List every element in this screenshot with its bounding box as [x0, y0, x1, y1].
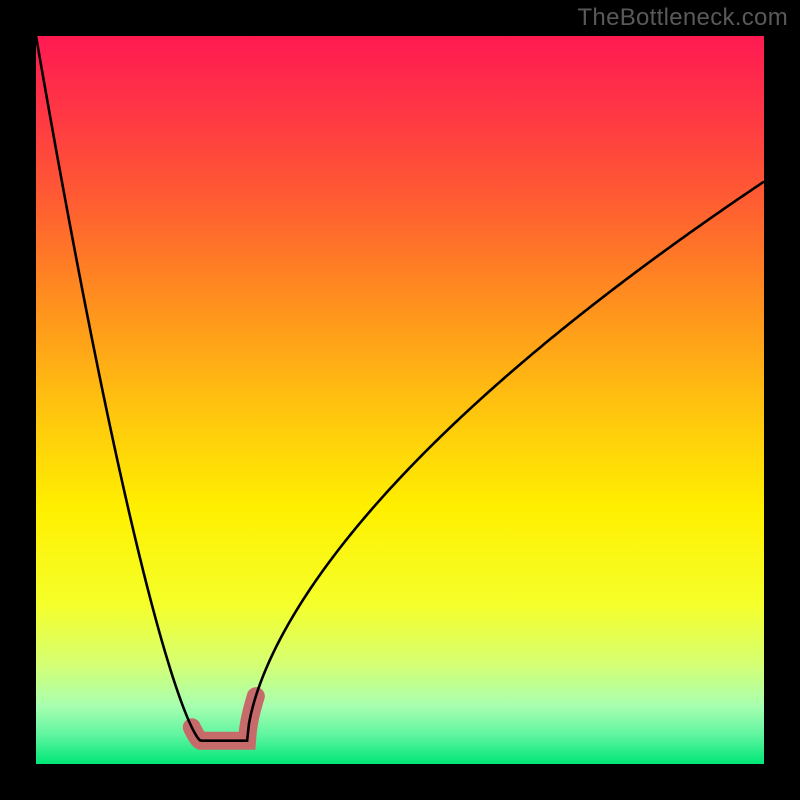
watermark-text: TheBottleneck.com: [577, 4, 788, 32]
plot-area: [36, 36, 764, 764]
chart-stage: TheBottleneck.com: [0, 0, 800, 800]
curve-layer: [36, 36, 764, 764]
bottleneck-curve: [36, 36, 764, 741]
valley-marker: [192, 696, 256, 741]
